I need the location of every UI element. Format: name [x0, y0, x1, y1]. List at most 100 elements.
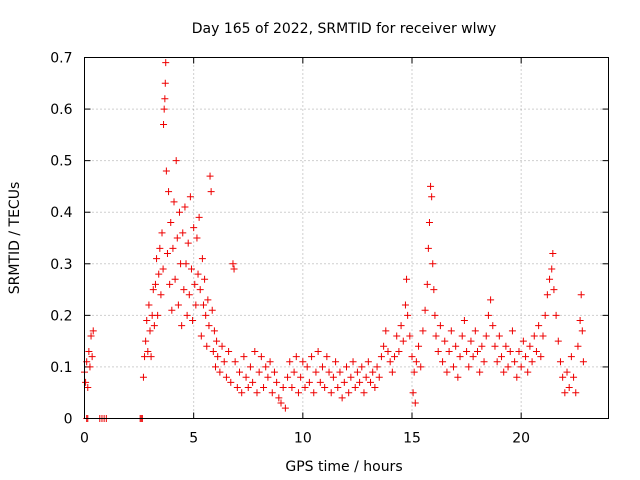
data-point — [190, 224, 198, 232]
data-point — [513, 373, 521, 381]
data-point — [88, 353, 96, 361]
data-point — [160, 105, 168, 113]
x-tick-label: 10 — [294, 431, 312, 447]
data-point — [423, 280, 431, 288]
data-point — [178, 322, 186, 330]
data-point — [417, 363, 425, 371]
data-point — [216, 368, 224, 376]
data-point — [429, 260, 437, 268]
data-point — [430, 286, 438, 294]
data-point — [325, 368, 333, 376]
data-point — [297, 373, 305, 381]
data-point — [519, 337, 527, 345]
data-point — [286, 358, 294, 366]
y-tick-label: 0.4 — [50, 205, 72, 221]
data-point — [349, 358, 357, 366]
data-point — [171, 275, 179, 283]
data-point — [388, 368, 396, 376]
data-point — [373, 363, 381, 371]
data-point — [294, 389, 302, 397]
data-point — [471, 327, 479, 335]
data-point — [149, 286, 157, 294]
data-point — [198, 255, 206, 263]
data-point — [546, 275, 554, 283]
data-point — [156, 244, 164, 252]
data-point — [410, 368, 418, 376]
data-point — [456, 353, 464, 361]
data-point — [205, 322, 213, 330]
data-point — [199, 301, 207, 309]
data-point — [146, 327, 154, 335]
data-point — [447, 327, 455, 335]
data-point — [82, 378, 90, 386]
data-point — [158, 229, 166, 237]
y-tick-label: 0.6 — [50, 102, 72, 118]
data-point — [246, 363, 254, 371]
data-point — [87, 332, 95, 340]
data-point — [403, 275, 411, 283]
data-point — [147, 353, 155, 361]
data-point — [406, 332, 414, 340]
data-point — [186, 193, 194, 201]
data-point — [163, 249, 171, 257]
data-point — [253, 389, 261, 397]
data-point — [409, 389, 417, 397]
data-point — [445, 347, 453, 355]
data-point — [421, 306, 429, 314]
data-point — [567, 353, 575, 361]
data-point — [139, 373, 147, 381]
data-point — [210, 327, 218, 335]
data-point — [197, 332, 205, 340]
data-point — [474, 347, 481, 355]
data-point — [452, 342, 460, 350]
data-point — [201, 275, 209, 283]
data-point — [419, 327, 427, 335]
data-point — [384, 347, 392, 355]
data-point — [155, 270, 163, 278]
data-point — [467, 337, 475, 345]
data-point — [515, 347, 523, 355]
data-point — [480, 358, 488, 366]
data-point — [460, 317, 468, 325]
x-axis-label: GPS time / hours — [285, 459, 402, 475]
data-point — [556, 358, 564, 366]
data-point — [351, 384, 359, 392]
data-point — [323, 353, 331, 361]
data-point — [203, 342, 211, 350]
data-point — [180, 286, 188, 294]
data-point — [193, 234, 201, 242]
data-point — [257, 353, 265, 361]
data-point — [202, 311, 210, 319]
data-point — [168, 306, 176, 314]
data-point — [236, 368, 244, 376]
data-point — [332, 358, 340, 366]
data-point — [165, 188, 173, 196]
data-point — [314, 347, 322, 355]
data-point — [214, 353, 222, 361]
data-point — [356, 378, 364, 386]
data-point — [194, 270, 202, 278]
data-point — [227, 378, 235, 386]
data-point — [340, 378, 348, 386]
data-point — [144, 347, 152, 355]
data-point — [579, 358, 587, 366]
data-point — [411, 399, 419, 407]
data-point — [268, 389, 276, 397]
chart-title: Day 165 of 2022, SRMTID for receiver wlw… — [192, 21, 497, 37]
data-point — [161, 95, 169, 103]
data-point — [489, 322, 497, 330]
data-point — [277, 399, 285, 407]
data-point — [382, 327, 390, 335]
data-point — [362, 373, 370, 381]
data-point — [576, 317, 584, 325]
data-point — [327, 389, 335, 397]
data-point — [321, 384, 329, 392]
data-point — [213, 337, 221, 345]
data-point — [195, 213, 203, 221]
data-point — [281, 404, 289, 412]
data-point — [141, 353, 149, 361]
data-point — [275, 394, 283, 402]
data-point — [432, 332, 440, 340]
data-point — [577, 291, 585, 299]
data-point — [528, 358, 536, 366]
